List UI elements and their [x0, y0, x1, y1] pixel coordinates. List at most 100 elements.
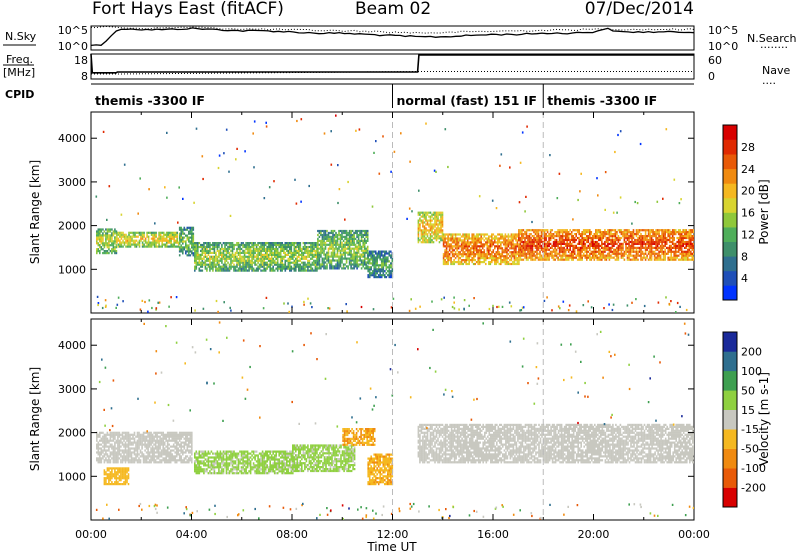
echo-cell: [251, 251, 253, 254]
echo-cell: [360, 305, 363, 309]
echo-cell: [579, 246, 582, 249]
echo-cell: [257, 242, 259, 245]
echo-cell: [354, 243, 357, 246]
echo-cell: [513, 237, 516, 240]
echo-cell: [304, 263, 306, 266]
echo-cell: [329, 241, 331, 244]
echo-cell: [267, 247, 270, 251]
echo-cell: [599, 248, 602, 251]
echo-cell: [528, 256, 531, 259]
echo-cell: [264, 261, 267, 264]
echo-cell: [592, 236, 594, 240]
echo-cell: [102, 445, 104, 448]
echo-cell: [371, 254, 374, 257]
echo-cell: [321, 259, 324, 262]
echo-cell: [96, 232, 98, 235]
echo-cell: [255, 253, 258, 256]
echo-cell: [102, 240, 104, 243]
echo-cell: [180, 234, 182, 237]
echo-cell: [298, 269, 300, 272]
echo-cell: [287, 259, 290, 262]
echo-cell: [120, 243, 123, 246]
echo-cell: [629, 248, 632, 251]
echo-cell: [326, 229, 328, 233]
echo-cell: [197, 251, 199, 254]
echo-cell: [96, 230, 98, 233]
echo-cell: [631, 238, 633, 242]
echo-cell: [209, 263, 211, 266]
echo-cell: [159, 245, 162, 248]
echo-cell: [510, 262, 513, 266]
echo-cell: [320, 253, 322, 256]
echo-cell: [543, 233, 546, 236]
echo-cell: [299, 247, 302, 251]
echo-cell: [144, 239, 147, 242]
echo-cell: [266, 261, 268, 264]
echo-cell: [318, 265, 321, 268]
echo-cell: [457, 257, 460, 260]
echo-cell: [448, 255, 451, 258]
echo-cell: [486, 255, 489, 258]
echo-cell: [336, 263, 339, 266]
echo-cell: [106, 437, 109, 440]
echo-cell: [518, 253, 520, 256]
echo-cell: [450, 239, 452, 242]
echo-cell: [377, 256, 380, 259]
echo-cell: [440, 235, 442, 238]
echo-cell: [111, 242, 113, 245]
echo-cell: [377, 254, 380, 257]
echo-cell: [477, 237, 479, 240]
echo-cell: [356, 255, 358, 258]
echo-cell: [295, 253, 297, 256]
echo-cell: [320, 241, 322, 244]
echo-cell: [451, 235, 454, 238]
echo-cell: [638, 246, 641, 249]
echo-cell: [326, 265, 328, 268]
echo-cell: [435, 233, 438, 236]
echo-cell: [576, 242, 579, 245]
echo-cell: [570, 256, 573, 259]
echo-cell: [620, 233, 623, 236]
echo-cell: [115, 244, 118, 247]
echo-cell: [215, 242, 217, 245]
echo-cell: [664, 254, 666, 257]
echo-cell: [316, 257, 318, 260]
echo-cell: [437, 211, 439, 214]
echo-cell: [643, 254, 645, 257]
echo-cell: [495, 259, 498, 262]
echo-cell: [646, 236, 648, 240]
echo-cell: [513, 261, 516, 264]
echo-cell: [188, 226, 190, 229]
echo-cell: [693, 246, 694, 249]
echo-cell: [233, 265, 235, 268]
echo-cell: [330, 263, 333, 266]
echo-cell: [577, 198, 579, 202]
echo-cell: [384, 256, 386, 259]
echo-cell: [316, 269, 318, 272]
echo-cell: [106, 445, 109, 448]
echo-cell: [243, 251, 246, 254]
echo-cell: [314, 242, 317, 245]
echo-cell: [338, 265, 340, 268]
echo-cell: [180, 232, 182, 235]
echo-cell: [344, 243, 346, 246]
echo-cell: [611, 233, 614, 236]
echo-cell: [457, 241, 460, 244]
echo-cell: [186, 236, 189, 239]
echo-cell: [525, 248, 528, 251]
echo-cell: [608, 250, 611, 253]
echo-cell: [228, 247, 231, 251]
echo-cell: [477, 259, 479, 262]
echo-cell: [200, 269, 202, 272]
echo-cell: [616, 256, 618, 259]
echo-cell: [155, 245, 157, 248]
echo-cell: [579, 235, 582, 238]
echo-cell: [558, 229, 561, 232]
echo-cell: [367, 270, 369, 273]
echo-cell: [189, 248, 192, 251]
echo-cell: [620, 246, 623, 249]
echo-cell: [356, 241, 358, 244]
echo-cell: [513, 245, 516, 248]
echo-cell: [126, 245, 129, 248]
echo-cell: [457, 245, 460, 248]
